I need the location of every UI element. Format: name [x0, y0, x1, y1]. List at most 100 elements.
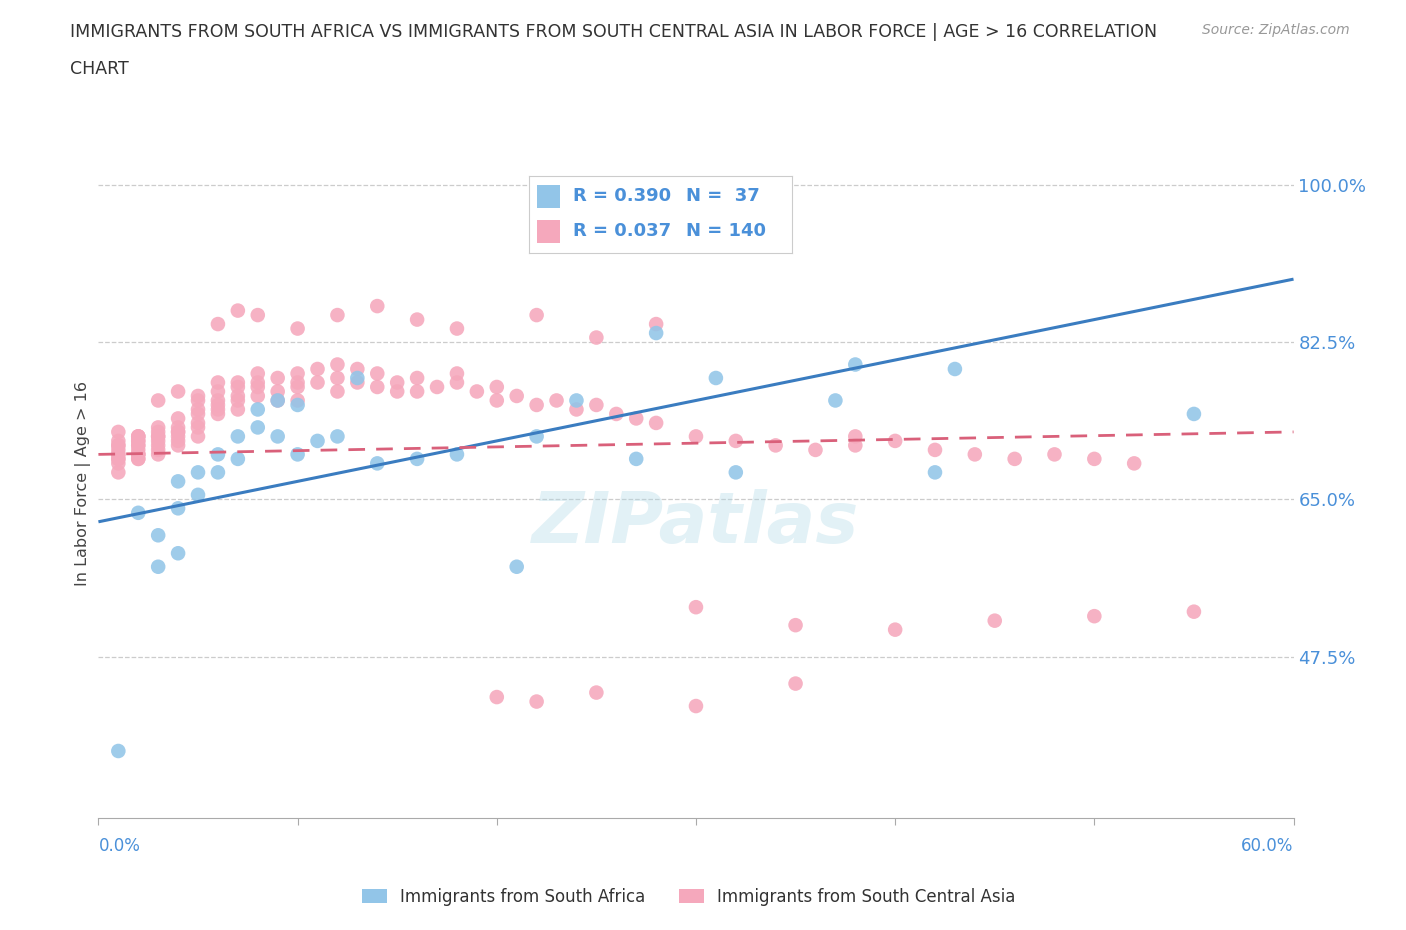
Point — [167, 474, 190, 489]
Point — [226, 429, 249, 444]
Point — [1182, 604, 1205, 619]
Point — [485, 690, 508, 705]
Point — [267, 370, 290, 385]
Point — [506, 389, 529, 404]
Point — [267, 393, 290, 408]
Point — [267, 429, 290, 444]
Point — [287, 393, 309, 408]
Bar — [537, 220, 560, 244]
Point — [585, 397, 607, 412]
Point — [148, 438, 170, 453]
Point — [127, 429, 149, 444]
Point — [167, 438, 190, 453]
Point — [187, 406, 209, 421]
Point — [1004, 451, 1026, 466]
Point — [267, 384, 290, 399]
Point — [127, 433, 149, 448]
Text: 60.0%: 60.0% — [1241, 837, 1294, 855]
Point — [685, 429, 707, 444]
Point — [246, 375, 269, 390]
Point — [485, 393, 508, 408]
Point — [406, 312, 429, 327]
Point — [207, 375, 229, 390]
Point — [167, 420, 190, 435]
Point — [366, 456, 388, 471]
Point — [207, 397, 229, 412]
Point — [226, 379, 249, 394]
Point — [326, 370, 349, 385]
Point — [287, 397, 309, 412]
Point — [127, 505, 149, 520]
Point — [406, 451, 429, 466]
Point — [287, 375, 309, 390]
Point — [624, 451, 647, 466]
Point — [107, 451, 129, 466]
Point — [167, 424, 190, 439]
Point — [207, 447, 229, 462]
Point — [526, 694, 548, 709]
Point — [526, 397, 548, 412]
Point — [724, 433, 747, 448]
Point — [1083, 451, 1105, 466]
Text: R = 0.037: R = 0.037 — [574, 222, 672, 240]
Point — [585, 330, 607, 345]
Point — [446, 447, 468, 462]
Point — [167, 429, 190, 444]
Point — [446, 375, 468, 390]
Point — [187, 487, 209, 502]
Point — [207, 393, 229, 408]
Point — [526, 308, 548, 323]
Point — [406, 384, 429, 399]
Point — [226, 451, 249, 466]
Point — [785, 676, 807, 691]
Point — [307, 433, 329, 448]
Point — [107, 433, 129, 448]
Point — [546, 393, 568, 408]
Point — [645, 326, 668, 340]
Point — [326, 357, 349, 372]
Point — [127, 438, 149, 453]
Point — [127, 447, 149, 462]
Point — [187, 416, 209, 431]
Point — [804, 443, 827, 458]
Point — [127, 451, 149, 466]
Point — [724, 465, 747, 480]
Point — [226, 375, 249, 390]
Text: CHART: CHART — [70, 60, 129, 77]
Point — [246, 379, 269, 394]
Point — [148, 429, 170, 444]
Point — [187, 429, 209, 444]
Point — [127, 429, 149, 444]
Point — [187, 389, 209, 404]
Text: Source: ZipAtlas.com: Source: ZipAtlas.com — [1202, 23, 1350, 37]
Point — [287, 379, 309, 394]
Point — [107, 744, 129, 759]
Text: N = 140: N = 140 — [686, 222, 766, 240]
Point — [565, 402, 588, 417]
Bar — [537, 185, 560, 208]
Point — [107, 465, 129, 480]
Point — [246, 402, 269, 417]
Point — [207, 384, 229, 399]
Point — [645, 316, 668, 331]
Point — [107, 438, 129, 453]
Point — [963, 447, 986, 462]
Point — [127, 433, 149, 448]
Point — [346, 375, 368, 390]
Point — [844, 357, 866, 372]
Point — [127, 447, 149, 462]
Point — [1043, 447, 1066, 462]
Point — [605, 406, 627, 421]
Point — [506, 559, 529, 574]
Point — [167, 384, 190, 399]
Point — [785, 618, 807, 632]
Point — [148, 528, 170, 543]
Point — [226, 402, 249, 417]
Point — [187, 402, 209, 417]
Point — [385, 375, 409, 390]
Point — [167, 501, 190, 516]
Text: ZIPatlas: ZIPatlas — [533, 489, 859, 558]
Point — [127, 443, 149, 458]
Point — [844, 429, 866, 444]
Point — [446, 366, 468, 381]
